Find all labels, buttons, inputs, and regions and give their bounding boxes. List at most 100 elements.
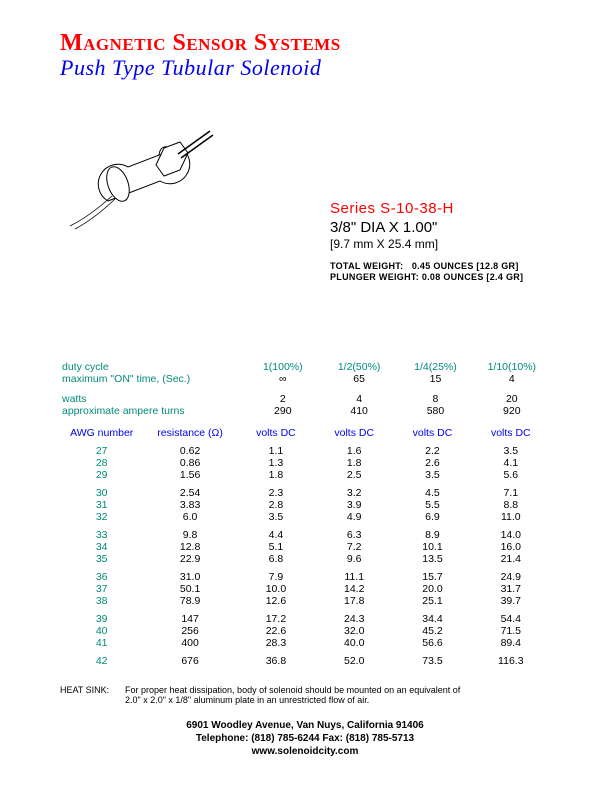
table-row: 291.561.82.53.55.6 <box>60 469 550 481</box>
plunger-weight-value: 0.08 OUNCES [2.4 GR] <box>422 272 524 282</box>
heat-sink-text2: 2.0" x 2.0" x 1/8" aluminum plate in an … <box>125 695 369 705</box>
table-row: 3750.110.014.220.031.7 <box>60 583 550 595</box>
table-cell: 12.8 <box>143 541 236 553</box>
table-cell: 45.2 <box>393 625 471 637</box>
hdr-awg: AWG number <box>60 425 143 445</box>
table-cell: 35 <box>60 553 143 565</box>
table-row: 302.542.33.24.57.1 <box>60 487 550 499</box>
table-cell: 24.3 <box>315 613 393 625</box>
duty-3: 1/4(25%) <box>397 361 473 373</box>
table-row: 3412.85.17.210.116.0 <box>60 541 550 553</box>
table-row: 3878.912.617.825.139.7 <box>60 595 550 607</box>
table-cell: 24.9 <box>472 571 550 583</box>
table-cell: 7.2 <box>315 541 393 553</box>
table-cell: 40.0 <box>315 637 393 649</box>
table-cell: 1.8 <box>315 457 393 469</box>
table-cell: 7.9 <box>237 571 315 583</box>
table-cell: 4.5 <box>393 487 471 499</box>
on-time-4: 4 <box>474 373 550 385</box>
table-cell: 3.5 <box>237 511 315 523</box>
footer-tel: Telephone: (818) 785-6244 Fax: (818) 785… <box>60 732 550 745</box>
total-weight: TOTAL WEIGHT: 0.45 OUNCES [12.8 GR] <box>330 261 523 271</box>
table-cell: 11.1 <box>315 571 393 583</box>
table-cell: 38 <box>60 595 143 607</box>
table-cell: 5.6 <box>472 469 550 481</box>
table-cell: 6.0 <box>143 511 236 523</box>
table-cell: 400 <box>143 637 236 649</box>
table-cell: 676 <box>143 655 236 667</box>
table-cell: 52.0 <box>315 655 393 667</box>
table-cell: 3.5 <box>472 445 550 457</box>
table-cell: 4.4 <box>237 529 315 541</box>
table-cell: 31.7 <box>472 583 550 595</box>
awg-table: AWG number resistance (Ω) volts DC volts… <box>60 425 550 667</box>
table-cell: 2.3 <box>237 487 315 499</box>
total-weight-value: 0.45 OUNCES [12.8 GR] <box>412 261 519 271</box>
table-cell: 28.3 <box>237 637 315 649</box>
footer-web: www.solenoidcity.com <box>60 745 550 758</box>
heat-sink-label: HEAT SINK: <box>60 685 125 705</box>
series-info: Series S-10-38-H 3/8" DIA X 1.00" [9.7 m… <box>330 200 523 282</box>
table-cell: 256 <box>143 625 236 637</box>
table-cell: 16.0 <box>472 541 550 553</box>
plunger-weight-label: PLUNGER WEIGHT: <box>330 272 419 282</box>
table-cell: 1.8 <box>237 469 315 481</box>
table-cell: 14.2 <box>315 583 393 595</box>
duty-cycle-block: duty cycle 1(100%) 1/2(50%) 1/4(25%) 1/1… <box>60 361 550 417</box>
table-cell: 1.6 <box>315 445 393 457</box>
company-name: Magnetic Sensor Systems <box>60 30 550 57</box>
table-cell: 25.1 <box>393 595 471 607</box>
table-cell: 32 <box>60 511 143 523</box>
table-cell: 11.0 <box>472 511 550 523</box>
table-cell: 89.4 <box>472 637 550 649</box>
heat-sink-text1: For proper heat dissipation, body of sol… <box>125 685 460 695</box>
table-row: 3631.07.911.115.724.9 <box>60 571 550 583</box>
on-time-1: ∞ <box>245 373 321 385</box>
table-cell: 29 <box>60 469 143 481</box>
table-cell: 22.9 <box>143 553 236 565</box>
series-name: Series S-10-38-H <box>330 200 523 217</box>
ampturns-1: 290 <box>245 405 321 417</box>
table-cell: 4.9 <box>315 511 393 523</box>
table-cell: 17.2 <box>237 613 315 625</box>
series-dim-mm: [9.7 mm X 25.4 mm] <box>330 237 523 251</box>
table-cell: 17.8 <box>315 595 393 607</box>
table-cell: 2.5 <box>315 469 393 481</box>
heat-sink-note: HEAT SINK: For proper heat dissipation, … <box>60 685 550 705</box>
table-cell: 5.5 <box>393 499 471 511</box>
table-cell: 9.8 <box>143 529 236 541</box>
table-cell: 2.54 <box>143 487 236 499</box>
table-cell: 4.1 <box>472 457 550 469</box>
table-cell: 36 <box>60 571 143 583</box>
table-cell: 7.1 <box>472 487 550 499</box>
table-cell: 20.0 <box>393 583 471 595</box>
table-cell: 8.8 <box>472 499 550 511</box>
watts-4: 20 <box>474 393 550 405</box>
table-cell: 21.4 <box>472 553 550 565</box>
table-cell: 3.2 <box>315 487 393 499</box>
ampturns-3: 580 <box>397 405 473 417</box>
duty-4: 1/10(10%) <box>474 361 550 373</box>
table-cell: 34.4 <box>393 613 471 625</box>
table-cell: 39 <box>60 613 143 625</box>
table-cell: 10.0 <box>237 583 315 595</box>
table-cell: 33 <box>60 529 143 541</box>
ampturns-4: 920 <box>474 405 550 417</box>
table-cell: 56.6 <box>393 637 471 649</box>
table-cell: 78.9 <box>143 595 236 607</box>
table-cell: 14.0 <box>472 529 550 541</box>
table-cell: 54.4 <box>472 613 550 625</box>
table-cell: 31.0 <box>143 571 236 583</box>
table-cell: 9.6 <box>315 553 393 565</box>
total-weight-label: TOTAL WEIGHT: <box>330 261 403 271</box>
table-cell: 0.86 <box>143 457 236 469</box>
table-cell: 40 <box>60 625 143 637</box>
duty-cycle-label: duty cycle <box>60 361 245 373</box>
duty-table: duty cycle 1(100%) 1/2(50%) 1/4(25%) 1/1… <box>60 361 550 417</box>
table-row: 339.84.46.38.914.0 <box>60 529 550 541</box>
table-cell: 3.5 <box>393 469 471 481</box>
table-row: 3522.96.89.613.521.4 <box>60 553 550 565</box>
table-cell: 2.8 <box>237 499 315 511</box>
table-cell: 37 <box>60 583 143 595</box>
table-cell: 2.6 <box>393 457 471 469</box>
